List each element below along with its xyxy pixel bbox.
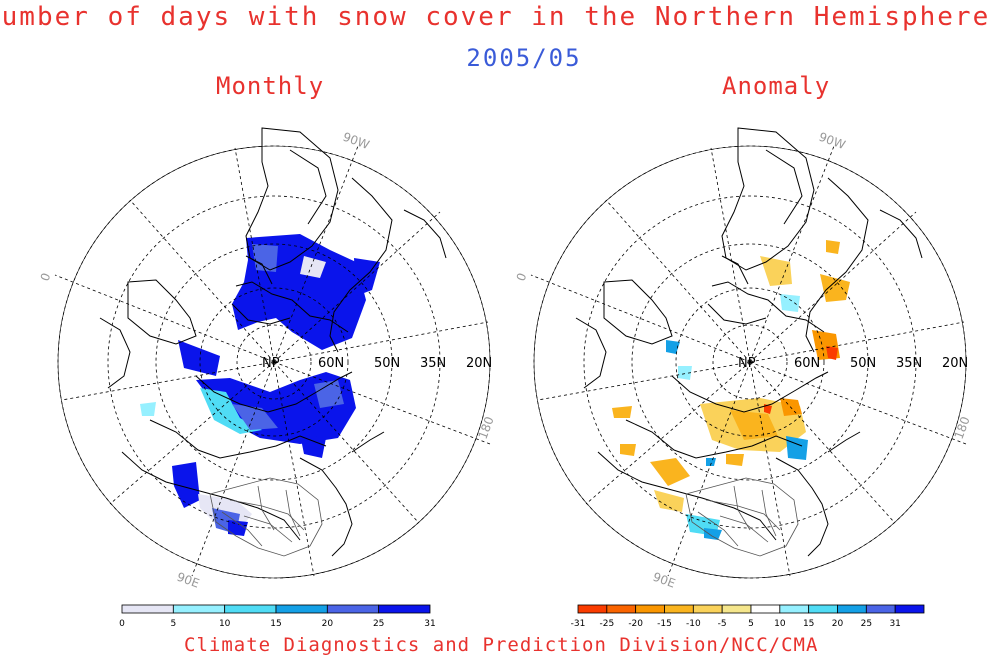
colorbar-swatch — [692, 604, 723, 614]
colorbar-tick-label: 25 — [861, 619, 872, 629]
monthly-colorbar: 0 5 10 15 20 25 31 — [119, 604, 436, 629]
colorbar-tick-label: 5 — [170, 619, 176, 629]
pole-label: NP — [738, 356, 756, 371]
colorbar-tick-label: 20 — [832, 619, 844, 629]
lat-label-50n: 50N — [850, 356, 876, 371]
colorbar-swatch — [837, 604, 867, 614]
colorbar-swatch — [779, 604, 810, 614]
colorbar-swatch — [326, 604, 380, 614]
colorbar-swatch — [577, 604, 608, 614]
colorbar-tick-label: 31 — [889, 619, 900, 629]
pole-label: NP — [262, 356, 280, 371]
colorbar-swatch — [635, 604, 665, 614]
lon-label-0: 0 — [38, 271, 54, 283]
china-region-borders — [685, 477, 799, 557]
lon-label-90e: 90E — [651, 570, 677, 591]
colorbar-tick-label: 20 — [322, 619, 334, 629]
coastlines — [99, 127, 447, 557]
anomaly-shading — [612, 240, 850, 540]
lat-label-35n: 35N — [896, 356, 922, 371]
colorbar-swatch — [865, 604, 896, 614]
lat-label-35n: 35N — [420, 356, 446, 371]
colorbar-tick-label: 31 — [424, 619, 435, 629]
colorbar-tick-label: -10 — [686, 619, 701, 629]
colorbar-tick-label: -31 — [571, 619, 586, 629]
colorbar-swatch — [721, 604, 752, 614]
figure-title: number of days with snow cover in the No… — [0, 2, 991, 32]
colorbar-swatch — [121, 604, 174, 614]
coastlines — [575, 127, 923, 557]
panel-title-anomaly: Anomaly — [722, 72, 831, 100]
colorbar-tick-label: -5 — [718, 619, 727, 629]
china-region-borders — [209, 477, 323, 557]
lon-label-90w: 90W — [817, 130, 847, 152]
lat-label-50n: 50N — [374, 356, 400, 371]
map-labels: NP 60N 50N 35N 20N 0 90W 180 90E — [514, 130, 973, 591]
colorbar-tick-label: 5 — [748, 619, 754, 629]
map-labels: NP 60N 50N 35N 20N 0 90W 180 90E — [38, 130, 497, 591]
colorbar-swatch — [606, 604, 637, 614]
colorbar-swatch — [224, 604, 277, 614]
colorbar-tick-label: 10 — [774, 619, 786, 629]
colorbar-tick-label: -20 — [628, 619, 643, 629]
panel-title-monthly: Monthly — [216, 72, 325, 100]
colorbar-tick-label: 15 — [803, 619, 814, 629]
anomaly-colorbar: -31 -25 -20 -15 -10 -5 5 10 15 20 25 31 — [571, 604, 925, 629]
lat-label-60n: 60N — [318, 356, 344, 371]
colorbar-tick-label: 10 — [219, 619, 231, 629]
colorbar-tick-label: 15 — [270, 619, 281, 629]
colorbar-tick-label: 0 — [119, 619, 125, 629]
lat-label-20n: 20N — [942, 356, 968, 371]
lon-label-0: 0 — [514, 271, 530, 283]
lon-label-180: 180 — [952, 415, 973, 441]
colorbar-swatch — [378, 604, 431, 614]
colorbar-tick-label: 25 — [373, 619, 384, 629]
colorbar-swatch — [894, 604, 925, 614]
date-label: 2005/05 — [466, 44, 582, 72]
footer-credit: Climate Diagnostics and Prediction Divis… — [184, 634, 819, 656]
colorbar-swatch — [750, 604, 781, 614]
colorbar-swatch — [664, 604, 694, 614]
colorbar-tick-label: -25 — [599, 619, 614, 629]
colorbar-swatch — [275, 604, 328, 614]
lat-label-20n: 20N — [466, 356, 492, 371]
colorbar-swatch — [808, 604, 838, 614]
lat-label-60n: 60N — [794, 356, 820, 371]
colorbar-tick-label: -15 — [657, 619, 672, 629]
colorbar-swatch — [172, 604, 226, 614]
